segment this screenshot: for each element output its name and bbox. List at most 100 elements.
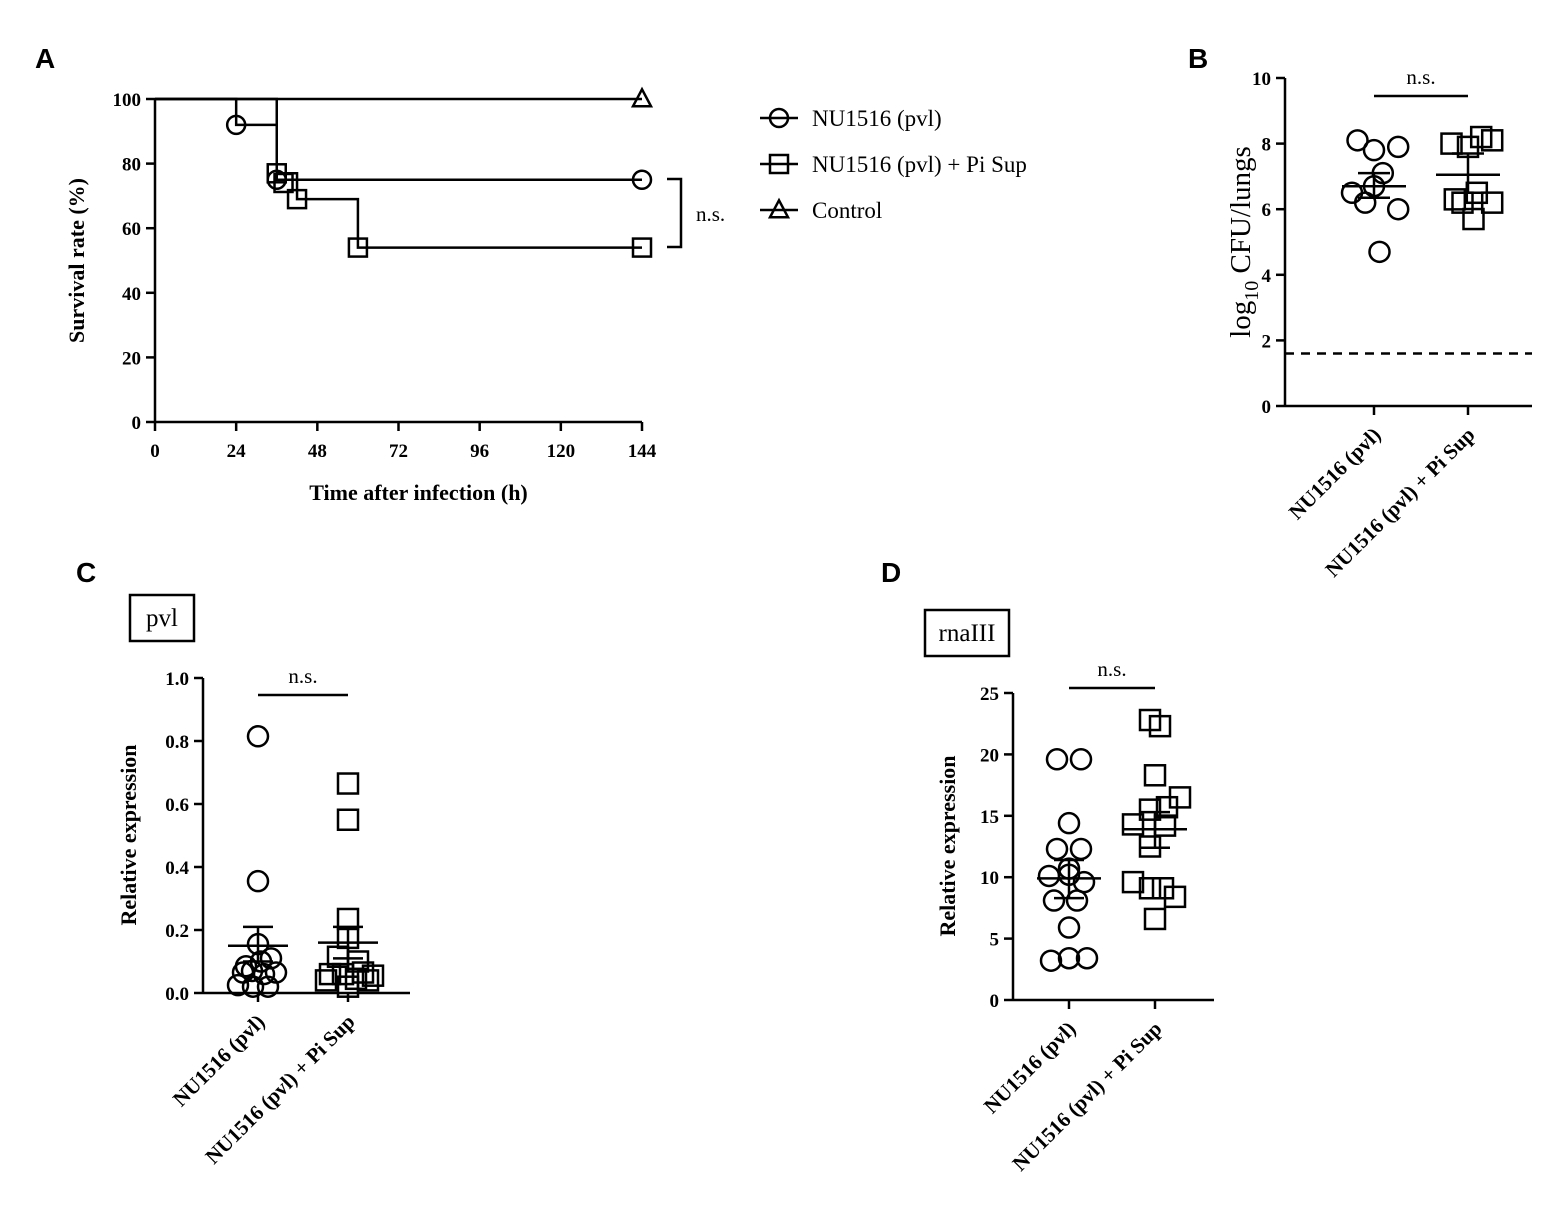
gene-title-box — [923, 608, 1011, 658]
y-tick-label: 40 — [122, 284, 141, 305]
data-point-square — [336, 772, 360, 795]
category-label: NU1516 (pvl) — [168, 1010, 270, 1112]
y-tick-label: 0.8 — [165, 732, 189, 753]
y-tick-label: 60 — [122, 219, 141, 240]
data-point-circle — [1346, 129, 1369, 152]
gene-title: pvl — [146, 605, 178, 632]
x-tick-label: 24 — [227, 441, 247, 462]
x-tick-label: 72 — [389, 441, 408, 462]
y-axis-label-log: log — [1225, 301, 1257, 338]
data-point-circle — [246, 869, 270, 893]
y-tick-label: 10 — [980, 868, 999, 889]
y-tick-label: 0.4 — [165, 858, 189, 879]
data-point-circle — [1057, 811, 1081, 835]
data-point-circle — [1057, 916, 1081, 939]
panel-c-letter: C — [76, 557, 96, 588]
x-tick-label: 120 — [547, 441, 576, 462]
y-tick-label: 2 — [1262, 331, 1272, 352]
ns-annotation: n.s. — [1406, 65, 1435, 89]
data-point-circle — [226, 973, 250, 997]
data-point-square — [1121, 870, 1145, 894]
y-tick-label: 80 — [122, 155, 141, 176]
ns-annotation: n.s. — [288, 664, 317, 688]
data-point-square — [1143, 907, 1167, 931]
data-point-square — [1138, 798, 1162, 821]
data-point-circle — [1368, 240, 1391, 264]
y-axis-label-subscript: 10 — [1241, 281, 1263, 301]
y-axis-label-rest: CFU/lungs — [1225, 146, 1257, 281]
legend-triangle-icon — [767, 197, 791, 219]
category-label: NU1516 (pvl) — [1284, 423, 1386, 525]
data-point-circle — [1069, 837, 1093, 861]
data-point-square — [1480, 129, 1504, 152]
y-tick-label: 10 — [1252, 69, 1271, 90]
data-point-circle — [1042, 889, 1066, 912]
data-point-square — [1440, 132, 1463, 155]
y-tick-label: 0 — [1262, 397, 1272, 418]
gene-title-box — [128, 593, 196, 643]
data-point-square — [1121, 813, 1145, 836]
data-point-square — [356, 969, 380, 992]
category-label: NU1516 (pvl) + Pi Sup — [200, 1010, 359, 1169]
y-tick-label: 0.0 — [165, 984, 189, 1005]
data-point-circle — [1353, 191, 1377, 214]
data-point-square — [1143, 764, 1167, 787]
data-point-circle — [1045, 837, 1069, 861]
data-point-circle — [1037, 864, 1061, 888]
data-point-circle — [1057, 946, 1081, 970]
data-point-circle — [1069, 748, 1093, 771]
data-point-square — [1480, 191, 1504, 214]
category-label: NU1516 (pvl) + Pi Sup — [1007, 1017, 1166, 1176]
y-axis-label: Relative expression — [116, 744, 141, 925]
y-tick-label: 100 — [113, 90, 142, 111]
y-axis-label: Survival rate (%) — [64, 178, 89, 343]
censor-mark-square — [286, 188, 308, 210]
y-tick-label: 0.6 — [165, 795, 189, 816]
y-tick-label: 6 — [1262, 200, 1272, 221]
y-tick-label: 0 — [990, 991, 1000, 1012]
x-axis-label: Time after infection (h) — [309, 480, 528, 505]
censor-mark-square — [347, 237, 369, 258]
y-tick-label: 5 — [990, 930, 1000, 951]
y-tick-label: 20 — [980, 745, 999, 766]
survival-curve-circle — [155, 97, 642, 181]
y-tick-label: 15 — [980, 807, 999, 828]
data-point-square — [344, 967, 368, 991]
legend-label: NU1516 (pvl) — [812, 106, 942, 131]
legend-label: NU1516 (pvl) + Pi Sup — [812, 152, 1027, 177]
data-point-square — [1155, 795, 1179, 819]
data-point-square — [1462, 207, 1485, 231]
gene-title: rnaIII — [939, 620, 996, 647]
data-point-circle — [1075, 946, 1099, 970]
data-point-square — [1151, 877, 1175, 900]
x-tick-label: 48 — [308, 441, 327, 462]
legend-label: Control — [812, 198, 882, 223]
x-tick-label: 144 — [628, 441, 657, 462]
y-tick-label: 8 — [1262, 135, 1272, 156]
y-axis-label: log10 CFU/lungs — [1225, 146, 1263, 338]
y-tick-label: 0.2 — [165, 921, 189, 942]
panel-a-letter: A — [35, 43, 55, 74]
data-point-square — [361, 964, 385, 987]
panel-a: A 0 20 40 60 80 100 0 24 48 72 96 120 144 Time after i… — [35, 43, 1027, 505]
x-tick-label: 0 — [150, 441, 160, 462]
ns-annotation: n.s. — [1097, 657, 1126, 681]
censor-mark-square — [631, 237, 653, 258]
data-point-circle — [1386, 197, 1410, 221]
panel-c: C 0.0 0.2 0.4 0.6 0.8 1.0 NU1516 (pvl)NU1516 (p… — [76, 557, 410, 1169]
data-point-circle — [1362, 138, 1386, 162]
data-point-square — [318, 962, 342, 986]
censor-mark-triangle — [630, 86, 654, 108]
y-tick-label: 0 — [132, 413, 142, 434]
data-point-square — [331, 962, 355, 986]
panel-d-letter: D — [881, 557, 901, 588]
legend-circle-icon — [768, 107, 790, 129]
data-point-square — [314, 969, 338, 992]
data-point-circle — [256, 975, 280, 998]
data-point-square — [336, 975, 360, 998]
censor-mark-square — [273, 172, 294, 194]
data-point-circle — [1039, 949, 1063, 972]
data-point-square — [1443, 188, 1467, 211]
